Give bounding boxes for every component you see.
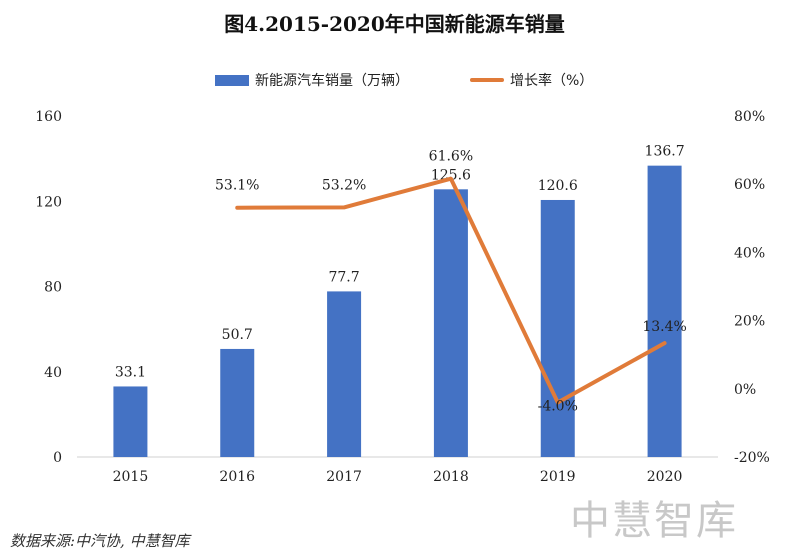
y-left-tick-label: 80 bbox=[44, 280, 62, 296]
bar bbox=[220, 348, 255, 457]
watermark: 中慧智库 bbox=[570, 498, 738, 544]
bar-value-label: 120.6 bbox=[538, 178, 578, 194]
legend-bar-label: 新能源汽车销量（万辆） bbox=[255, 73, 409, 89]
line-value-label: -4.0% bbox=[538, 398, 578, 414]
line-value-label: 61.6% bbox=[429, 149, 473, 165]
chart-title: 图4.2015-2020年中国新能源车销量 bbox=[224, 12, 565, 36]
y-right-tick-label: 60% bbox=[734, 177, 765, 193]
growth-line bbox=[235, 176, 667, 405]
bar bbox=[433, 189, 468, 457]
y-right-tick-label: 20% bbox=[734, 314, 765, 330]
legend: 新能源汽车销量（万辆） 增长率（%） bbox=[0, 70, 789, 92]
bar bbox=[327, 291, 362, 457]
y-right-tick-label: 0% bbox=[734, 382, 756, 398]
bar-value-label: 50.7 bbox=[222, 327, 253, 343]
y-right-tick-label: 80% bbox=[734, 109, 765, 125]
y-right-tick-label: 40% bbox=[734, 245, 765, 261]
x-tick-label: 2016 bbox=[219, 469, 255, 485]
line-value-label: 13.4% bbox=[642, 319, 686, 335]
bar bbox=[647, 165, 682, 457]
legend-line-label: 增长率（%） bbox=[510, 73, 594, 89]
line-value-label: 53.2% bbox=[322, 177, 366, 193]
legend-item-bar: 新能源汽车销量（万辆） bbox=[215, 70, 409, 90]
bar-value-label: 33.1 bbox=[115, 364, 146, 380]
x-tick-label: 2017 bbox=[326, 469, 362, 485]
bar-value-label: 77.7 bbox=[328, 269, 359, 285]
legend-item-line: 增长率（%） bbox=[470, 70, 593, 90]
source-note: 数据来源:中汽协, 中慧智库 bbox=[10, 532, 190, 550]
x-tick-label: 2019 bbox=[540, 469, 576, 485]
x-tick-label: 2018 bbox=[433, 469, 469, 485]
bar-value-label: 136.7 bbox=[645, 144, 685, 160]
bar bbox=[113, 386, 148, 457]
y-left-tick-label: 40 bbox=[44, 365, 62, 381]
y-left-tick-label: 120 bbox=[35, 194, 62, 210]
y-right-tick-label: -20% bbox=[734, 450, 770, 466]
legend-bar-swatch bbox=[215, 74, 249, 86]
x-tick-label: 2020 bbox=[647, 469, 683, 485]
line-value-label: 53.1% bbox=[215, 178, 259, 194]
x-tick-label: 2015 bbox=[113, 469, 149, 485]
legend-line-swatch bbox=[470, 78, 504, 82]
y-left-tick-label: 0 bbox=[53, 450, 62, 466]
bar bbox=[540, 199, 575, 457]
bar-value-label: 125.6 bbox=[431, 167, 471, 183]
y-left-tick-label: 160 bbox=[35, 109, 62, 125]
